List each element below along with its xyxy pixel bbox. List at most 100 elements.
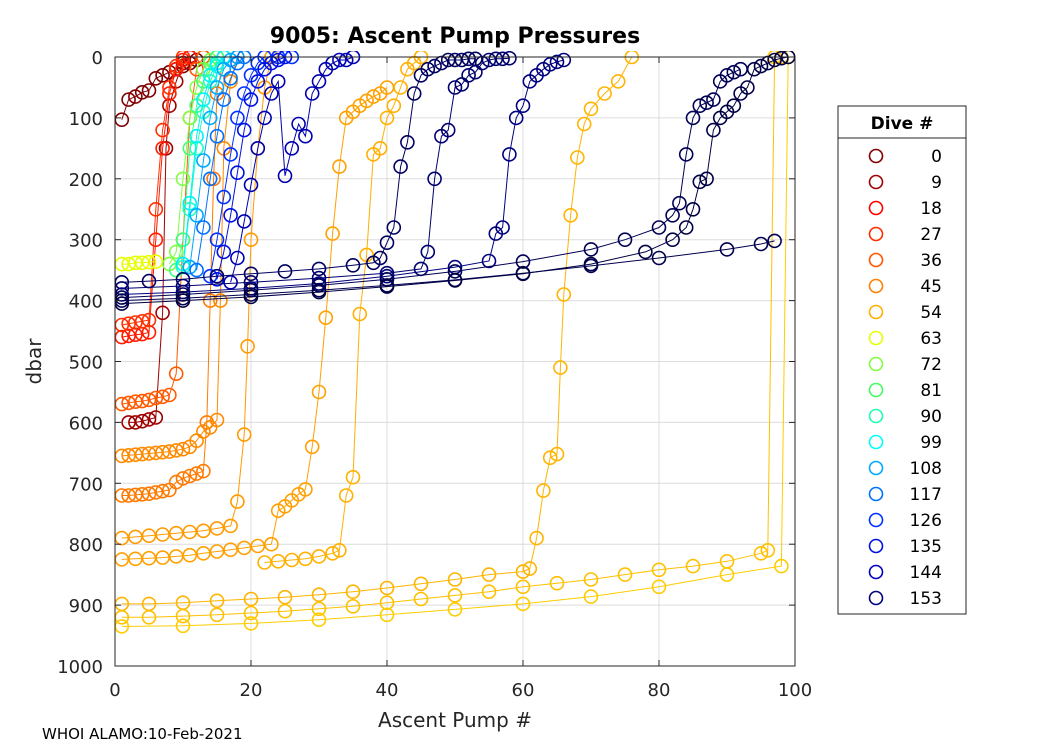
data-point bbox=[651, 220, 667, 235]
data-point bbox=[141, 412, 157, 427]
data-point bbox=[209, 232, 225, 247]
data-point bbox=[719, 68, 735, 83]
data-point bbox=[372, 250, 388, 266]
data-point bbox=[338, 488, 354, 503]
data-point bbox=[563, 208, 578, 223]
data-point bbox=[230, 494, 245, 509]
data-point bbox=[379, 607, 395, 623]
series-27 bbox=[115, 51, 191, 333]
data-point bbox=[162, 444, 177, 459]
series-54b bbox=[115, 51, 789, 625]
data-point bbox=[243, 605, 259, 621]
data-point bbox=[753, 58, 769, 74]
data-point bbox=[250, 74, 266, 89]
data-point bbox=[236, 122, 252, 138]
data-point bbox=[182, 547, 198, 563]
data-point bbox=[209, 412, 225, 428]
data-point bbox=[223, 542, 238, 558]
data-point bbox=[746, 61, 762, 77]
data-point bbox=[243, 266, 259, 282]
data-point bbox=[175, 608, 191, 624]
legend-entry: 45 bbox=[868, 277, 942, 297]
data-point bbox=[230, 250, 245, 266]
x-tick-label: 60 bbox=[512, 680, 535, 701]
data-point bbox=[141, 83, 157, 98]
series-group bbox=[115, 51, 796, 634]
series-line bbox=[121, 261, 156, 265]
data-point bbox=[678, 147, 694, 162]
legend-label: 108 bbox=[910, 459, 942, 479]
legend-marker bbox=[868, 590, 884, 606]
data-point bbox=[223, 71, 238, 86]
data-point bbox=[155, 141, 170, 156]
data-point bbox=[182, 259, 198, 275]
data-point bbox=[447, 602, 463, 617]
data-point bbox=[155, 483, 170, 499]
legend-label: 18 bbox=[920, 199, 942, 219]
series-54d bbox=[257, 51, 429, 570]
legend-marker bbox=[868, 382, 884, 398]
data-point bbox=[311, 549, 327, 564]
data-point bbox=[162, 80, 177, 95]
data-point bbox=[461, 68, 476, 83]
legend-marker bbox=[868, 356, 884, 372]
data-point bbox=[665, 208, 680, 223]
data-point bbox=[672, 195, 687, 211]
legend-entry: 117 bbox=[868, 485, 942, 505]
data-point bbox=[250, 538, 266, 554]
data-point bbox=[522, 561, 538, 576]
legend-marker bbox=[868, 486, 884, 502]
data-point bbox=[134, 85, 150, 100]
data-point bbox=[420, 244, 436, 260]
series-line bbox=[121, 56, 782, 618]
data-point bbox=[209, 593, 225, 609]
data-point bbox=[549, 446, 565, 462]
data-point bbox=[311, 384, 327, 400]
data-point bbox=[413, 576, 429, 592]
data-point bbox=[379, 279, 395, 294]
data-point bbox=[311, 601, 327, 617]
data-point bbox=[189, 433, 204, 449]
data-point bbox=[515, 254, 531, 269]
data-point bbox=[121, 316, 136, 332]
data-point bbox=[651, 562, 667, 578]
data-point bbox=[223, 147, 238, 162]
legend-entry: 108 bbox=[868, 459, 942, 479]
data-point bbox=[372, 141, 388, 156]
data-point bbox=[440, 122, 456, 138]
legend-marker bbox=[868, 226, 884, 242]
data-point bbox=[202, 110, 218, 126]
data-point bbox=[332, 159, 347, 174]
data-point bbox=[240, 338, 255, 354]
legend-entry: 72 bbox=[868, 355, 942, 375]
data-point bbox=[719, 242, 735, 257]
data-point bbox=[311, 284, 327, 300]
data-point bbox=[277, 589, 293, 605]
data-point bbox=[230, 165, 245, 180]
data-point bbox=[570, 150, 585, 165]
data-point bbox=[461, 51, 476, 67]
data-point bbox=[495, 51, 510, 67]
data-point bbox=[311, 74, 327, 89]
data-point bbox=[692, 98, 708, 113]
legend-label: 144 bbox=[910, 563, 942, 583]
y-tick-label: 100 bbox=[69, 109, 103, 130]
data-point bbox=[508, 110, 524, 126]
data-point bbox=[196, 463, 211, 479]
series-line bbox=[168, 56, 218, 265]
data-point bbox=[515, 98, 531, 113]
data-point bbox=[236, 540, 252, 556]
data-point bbox=[447, 273, 463, 288]
legend-label: 0 bbox=[931, 147, 942, 167]
data-point bbox=[196, 545, 211, 561]
data-point bbox=[148, 390, 164, 406]
data-point bbox=[311, 270, 327, 286]
data-point bbox=[134, 486, 150, 502]
data-point bbox=[502, 147, 517, 162]
data-point bbox=[168, 244, 184, 260]
data-point bbox=[706, 122, 721, 138]
data-point bbox=[141, 609, 157, 625]
data-point bbox=[502, 51, 517, 66]
legend-entry: 36 bbox=[868, 251, 942, 271]
x-axis: 0 20 40 60 80 100 bbox=[109, 57, 812, 701]
